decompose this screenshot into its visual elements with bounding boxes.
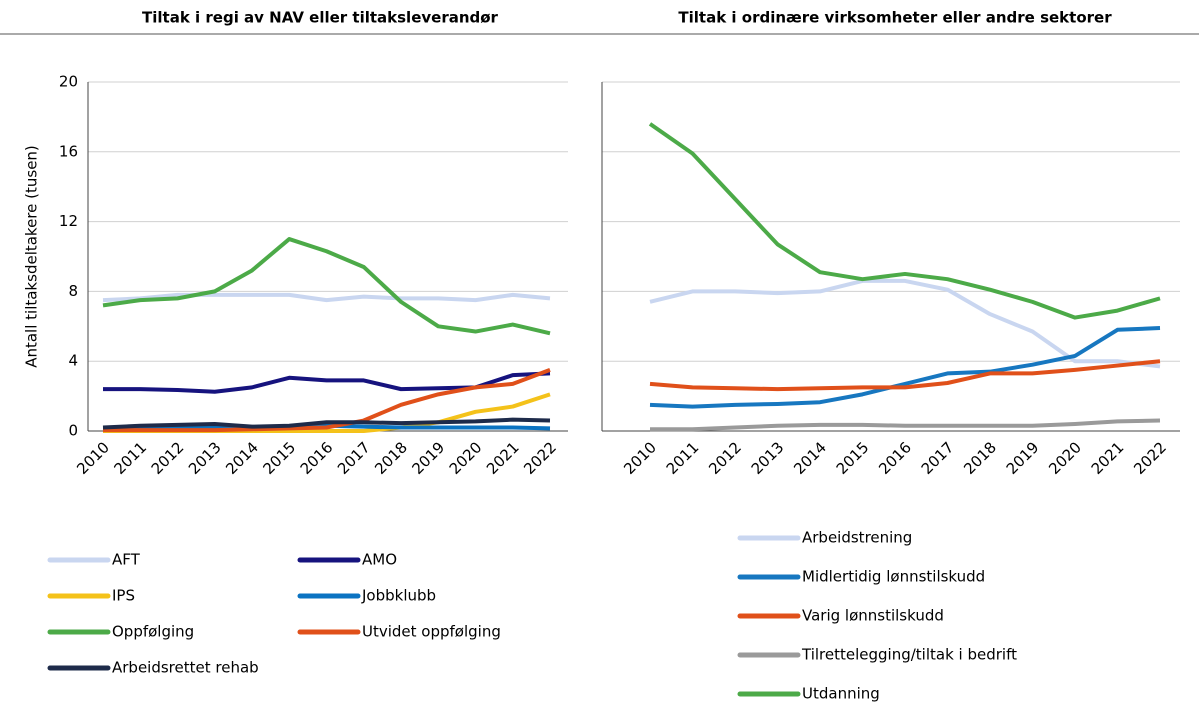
y-tick-label: 20 xyxy=(59,73,78,91)
x-tick-label: 2011 xyxy=(111,438,151,478)
x-tick-label: 2012 xyxy=(705,438,745,478)
y-axis-label: Antall tiltaksdeltakere (tusen) xyxy=(23,145,41,368)
x-tick-label: 2021 xyxy=(483,438,523,478)
line-series xyxy=(649,326,1161,409)
x-tick-label: 2015 xyxy=(260,438,300,478)
line-series xyxy=(103,371,551,394)
x-tick-label: 2020 xyxy=(1045,438,1085,478)
x-tick-label: 2022 xyxy=(520,438,560,478)
x-tick-label: 2013 xyxy=(185,438,225,478)
x-tick-label: 2020 xyxy=(446,438,486,478)
x-tick-label: 2018 xyxy=(371,438,411,478)
legend-label: IPS xyxy=(112,587,135,605)
line-series xyxy=(103,368,551,433)
legend-label: Jobbklubb xyxy=(361,587,436,605)
x-tick-label: 2019 xyxy=(1003,438,1043,478)
legend-label: AMO xyxy=(362,551,397,569)
legend-label: Varig lønnstilskudd xyxy=(802,607,944,625)
x-tick-label: 2018 xyxy=(960,438,1000,478)
line-series xyxy=(648,122,1161,320)
line-series xyxy=(102,292,551,303)
x-tick-label: 2014 xyxy=(790,438,830,478)
x-tick-label: 2019 xyxy=(409,438,449,478)
legend-label: Utvidet oppfølging xyxy=(362,623,501,641)
line-series xyxy=(650,418,1161,432)
legend-label: Tilrettelegging/tiltak i bedrift xyxy=(801,646,1017,664)
x-tick-label: 2014 xyxy=(222,438,262,478)
x-tick-label: 2016 xyxy=(875,438,915,478)
x-tick-label: 2017 xyxy=(918,438,958,478)
y-tick-label: 12 xyxy=(59,212,78,230)
x-tick-label: 2021 xyxy=(1088,438,1128,478)
legend-label: Oppfølging xyxy=(112,623,194,641)
legend-label: Utdanning xyxy=(802,685,880,703)
legend-label: Arbeidstrening xyxy=(802,529,912,547)
x-tick-label: 2010 xyxy=(73,438,113,478)
x-tick-label: 2017 xyxy=(334,438,374,478)
y-tick-label: 4 xyxy=(68,352,78,370)
line-series xyxy=(102,417,551,430)
chart-title: Tiltak i ordinære virksomheter eller and… xyxy=(678,9,1112,27)
x-tick-label: 2010 xyxy=(620,438,660,478)
x-tick-label: 2015 xyxy=(833,438,873,478)
legend-label: AFT xyxy=(112,551,141,569)
x-tick-label: 2013 xyxy=(748,438,788,478)
x-tick-label: 2012 xyxy=(148,438,188,478)
line-series xyxy=(649,359,1161,392)
x-tick-label: 2016 xyxy=(297,438,337,478)
y-tick-label: 16 xyxy=(59,142,78,160)
line-series xyxy=(102,237,551,336)
legend-label: Midlertidig lønnstilskudd xyxy=(802,568,985,586)
chart-title: Tiltak i regi av NAV eller tiltakslevera… xyxy=(142,9,499,27)
legend-label: Arbeidsrettet rehab xyxy=(112,659,259,677)
x-tick-label: 2011 xyxy=(663,438,703,478)
y-tick-label: 8 xyxy=(68,282,78,300)
y-tick-label: 0 xyxy=(68,422,78,440)
x-tick-label: 2022 xyxy=(1130,438,1170,478)
line-series xyxy=(649,278,1161,369)
